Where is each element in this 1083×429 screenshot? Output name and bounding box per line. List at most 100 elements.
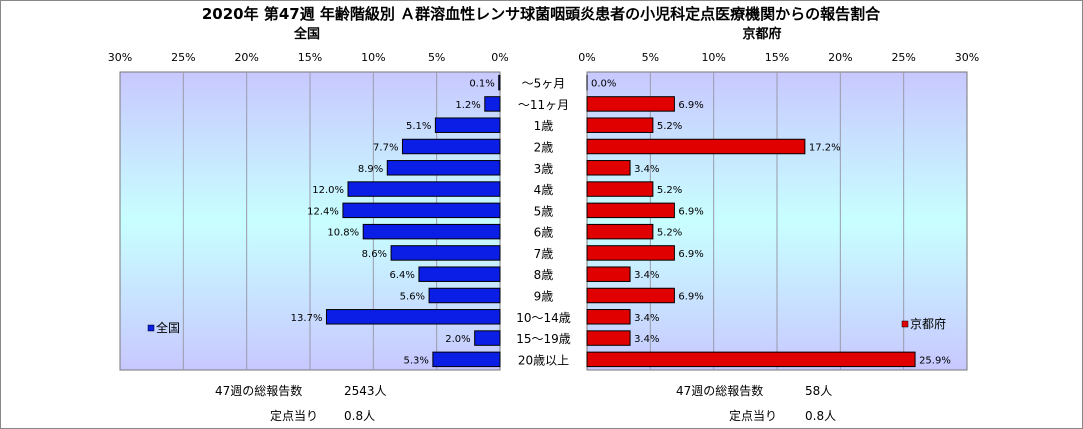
national-data-label: 7.7% [373, 143, 398, 154]
national-legend: 全国 [147, 320, 180, 335]
chart-title: 2020年 第47週 年齢階級別 Ａ群溶血性レンサ球菌咽頭炎患者の小児科定点医療… [202, 5, 881, 23]
national-data-label: 2.0% [445, 334, 470, 345]
kyoto-tick-label: 5% [642, 51, 659, 64]
national-bar [428, 287, 501, 304]
kyoto-legend-swatch [901, 320, 909, 328]
category-label: 15～19歳 [516, 332, 571, 346]
kyoto-data-label: 5.2% [657, 121, 682, 132]
national-bar [498, 74, 501, 91]
national-tick-label: 5% [428, 51, 445, 64]
national-data-label: 5.6% [400, 292, 425, 303]
kyoto-data-label: 3.4% [634, 334, 659, 345]
kyoto-bar [586, 202, 675, 219]
national-legend-label: 全国 [156, 320, 180, 335]
national-bar [474, 330, 501, 346]
kyoto-data-label: 17.2% [809, 143, 841, 154]
national-bar [386, 160, 501, 176]
kyoto-per-value: 0.8人 [805, 409, 836, 423]
kyoto-bar [586, 330, 631, 346]
national-data-label: 1.2% [455, 100, 480, 111]
category-label: 2歳 [534, 141, 554, 155]
national-bar [362, 223, 501, 240]
kyoto-total-value: 58人 [805, 384, 832, 398]
national-data-label: 8.6% [362, 249, 387, 260]
category-label: 8歳 [534, 268, 554, 282]
category-label: 1歳 [534, 119, 554, 133]
national-data-label: 12.0% [312, 185, 344, 196]
category-label: ～11ヶ月 [518, 98, 569, 112]
national-tick-label: 25% [171, 51, 195, 64]
national-bar [390, 245, 501, 261]
national-footer: 47週の総報告数 2543人 定点当り 0.8人 [215, 383, 387, 423]
national-tick-label: 30% [108, 51, 132, 64]
kyoto-data-label: 3.4% [634, 270, 659, 281]
national-per-label: 定点当り [270, 408, 318, 423]
kyoto-data-label: 6.9% [678, 206, 703, 217]
kyoto-data-label: 6.9% [678, 292, 703, 303]
national-total-label: 47週の総報告数 [215, 383, 302, 398]
kyoto-tick-label: 20% [828, 51, 852, 64]
national-tick-label: 20% [234, 51, 258, 64]
kyoto-tick-label: 25% [891, 51, 915, 64]
kyoto-bar [586, 287, 675, 304]
national-tick-label: 15% [298, 51, 322, 64]
kyoto-data-label: 6.9% [678, 100, 703, 111]
kyoto-total-label: 47週の総報告数 [676, 383, 763, 398]
national-panel-title: 全国 [293, 26, 320, 42]
kyoto-bar [586, 117, 654, 133]
national-data-label: 10.8% [327, 228, 359, 239]
national-bar [418, 266, 501, 282]
kyoto-data-label: 3.4% [634, 313, 659, 324]
kyoto-data-label: 3.4% [634, 164, 659, 175]
kyoto-panel-title: 京都府 [742, 26, 781, 42]
category-label: 10～14歳 [516, 311, 571, 325]
kyoto-legend: 京都府 [901, 316, 946, 331]
national-total-value: 2543人 [344, 384, 387, 398]
kyoto-tick-label: 10% [701, 51, 725, 64]
national-tick-label: 10% [361, 51, 385, 64]
national-data-label: 12.4% [307, 206, 339, 217]
kyoto-data-label: 5.2% [657, 185, 682, 196]
category-label: ～5ヶ月 [522, 77, 566, 91]
category-label: 4歳 [534, 183, 554, 197]
national-bar [434, 117, 501, 133]
kyoto-footer: 47週の総報告数 58人 定点当り 0.8人 [676, 383, 836, 423]
kyoto-tick-label: 0% [578, 51, 595, 64]
kyoto-tick-label: 30% [955, 51, 979, 64]
kyoto-tick-label: 15% [765, 51, 789, 64]
national-bar [432, 351, 501, 368]
national-bar [342, 202, 501, 219]
kyoto-data-label: 5.2% [657, 228, 682, 239]
kyoto-data-label: 6.9% [678, 249, 703, 260]
kyoto-data-label: 25.9% [919, 355, 951, 366]
kyoto-bar [586, 181, 654, 197]
kyoto-data-label: 0.0% [591, 79, 616, 90]
category-label: 3歳 [534, 162, 554, 176]
kyoto-bar [586, 138, 806, 155]
kyoto-bar [586, 96, 675, 112]
kyoto-bar [586, 351, 916, 368]
kyoto-bar [586, 266, 631, 282]
national-tick-label: 0% [491, 51, 508, 64]
kyoto-legend-label: 京都府 [910, 316, 946, 331]
kyoto-bar [586, 160, 631, 176]
national-data-label: 5.1% [406, 121, 431, 132]
national-bar [484, 96, 501, 112]
national-bar [401, 138, 501, 155]
national-data-label: 13.7% [291, 313, 323, 324]
category-label: 5歳 [534, 204, 554, 218]
national-data-label: 6.4% [390, 270, 415, 281]
category-label: 20歳以上 [518, 353, 569, 367]
national-bar [347, 181, 501, 197]
kyoto-bar [586, 223, 654, 240]
national-data-label: 5.3% [403, 355, 428, 366]
national-data-label: 0.1% [469, 79, 494, 90]
kyoto-bar [586, 245, 675, 261]
category-label: 9歳 [534, 290, 554, 304]
national-legend-swatch [147, 324, 155, 332]
national-data-label: 8.9% [358, 164, 383, 175]
category-label: 6歳 [534, 226, 554, 240]
kyoto-per-label: 定点当り [729, 408, 777, 423]
national-bar [325, 309, 501, 325]
